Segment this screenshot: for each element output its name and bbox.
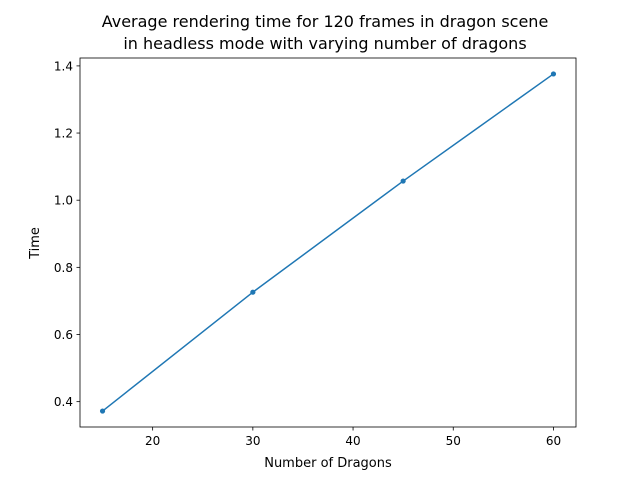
y-tick-label: 0.8 <box>54 261 73 275</box>
x-axis-label: Number of Dragons <box>264 456 392 471</box>
y-tick-label: 0.6 <box>54 328 73 342</box>
data-point <box>99 408 106 414</box>
plot-frame <box>79 57 577 428</box>
data-point <box>550 71 557 77</box>
plot-area: 20 30 40 50 60 0.4 0.6 0.8 1.0 1.2 1.4 <box>54 57 577 448</box>
y-tick-label: 1.0 <box>54 194 73 208</box>
data-point <box>400 178 406 184</box>
x-tick-label: 50 <box>446 434 461 448</box>
data-point <box>250 289 256 295</box>
chart-title-line-1: Average rendering time for 120 frames in… <box>102 12 549 31</box>
x-tick-label: 20 <box>145 434 160 448</box>
x-tick-label: 60 <box>546 434 561 448</box>
y-tick-label: 0.4 <box>54 395 73 409</box>
chart-title-line-2: in headless mode with varying number of … <box>123 34 526 53</box>
y-axis-label: Time <box>28 227 43 260</box>
y-tick-label: 1.4 <box>54 59 73 73</box>
x-tick-label: 30 <box>245 434 260 448</box>
series-line <box>102 73 554 412</box>
y-tick-label: 1.2 <box>54 127 73 141</box>
x-tick-label: 40 <box>345 434 360 448</box>
